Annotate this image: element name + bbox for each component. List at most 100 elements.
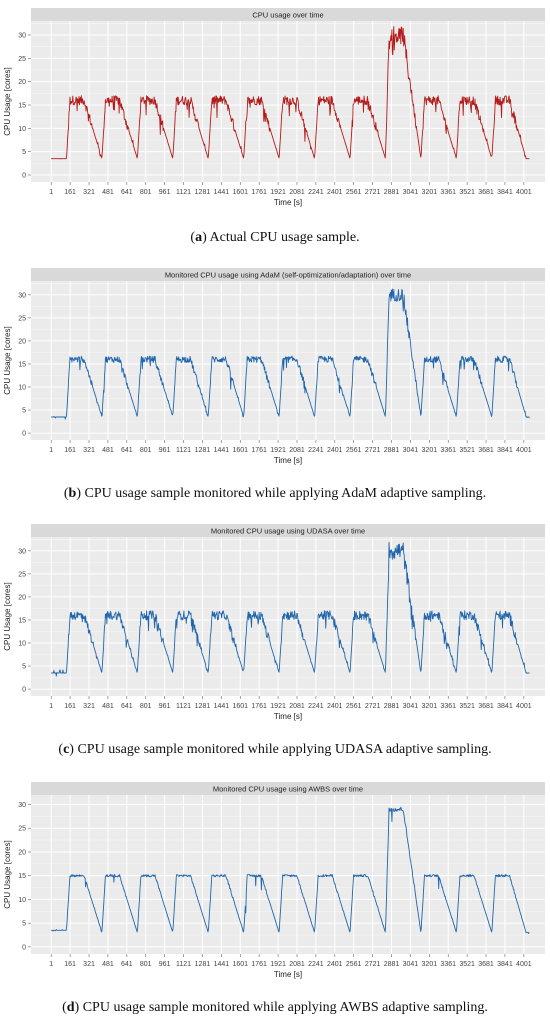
x-tick-label: 1281 (195, 961, 211, 968)
x-tick-label: 3521 (459, 703, 475, 710)
x-tick-label: 1761 (251, 961, 267, 968)
x-tick-label: 1121 (176, 447, 191, 454)
chart-panel-b: Monitored CPU usage using AdaM (self-opt… (0, 260, 550, 480)
y-tick-label: 5 (22, 149, 26, 156)
y-tick-label: 15 (18, 873, 26, 880)
y-tick-label: 10 (18, 897, 26, 904)
x-tick-label: 1921 (270, 189, 286, 196)
x-tick-label: 1 (49, 447, 53, 454)
chart-title: Monitored CPU usage using UDASA over tim… (211, 527, 365, 536)
x-tick-label: 2081 (289, 703, 305, 710)
y-tick-label: 10 (18, 126, 26, 133)
x-tick-label: 2401 (327, 961, 343, 968)
x-tick-label: 481 (102, 447, 114, 454)
x-tick-label: 1281 (195, 189, 211, 196)
cpu-usage-chart-c: Monitored CPU usage using UDASA over tim… (3, 524, 545, 721)
x-tick-label: 161 (64, 447, 76, 454)
x-tick-label: 2881 (384, 189, 400, 196)
x-tick-label: 1761 (251, 703, 267, 710)
y-tick-label: 10 (18, 641, 26, 648)
x-tick-label: 3681 (478, 447, 494, 454)
x-tick-label: 4001 (516, 961, 532, 968)
y-axis-title: CPU Usage [cores] (3, 326, 12, 394)
x-tick-label: 961 (159, 961, 171, 968)
x-tick-label: 3201 (422, 703, 438, 710)
x-tick-label: 1601 (232, 961, 248, 968)
cpu-usage-series-line (51, 541, 530, 677)
x-tick-label: 3841 (497, 447, 513, 454)
y-tick-label: 30 (18, 548, 26, 555)
x-tick-label: 3361 (440, 703, 456, 710)
x-tick-label: 2721 (365, 703, 381, 710)
strip-header (31, 782, 545, 795)
cpu-usage-chart-d: Monitored CPU usage using AWBS over time… (3, 782, 545, 979)
x-axis-title: Time [s] (274, 456, 302, 465)
x-tick-label: 321 (83, 961, 95, 968)
y-tick-label: 5 (22, 921, 26, 928)
chart-title: CPU usage over time (252, 11, 323, 20)
x-tick-label: 2561 (346, 703, 362, 710)
x-tick-label: 641 (121, 703, 133, 710)
x-tick-label: 1121 (176, 703, 191, 710)
x-tick-label: 161 (64, 703, 76, 710)
x-tick-label: 3201 (422, 961, 438, 968)
x-tick-label: 961 (159, 703, 171, 710)
cpu-usage-series-line (51, 26, 530, 160)
x-tick-label: 3041 (403, 703, 419, 710)
x-tick-label: 2081 (289, 189, 305, 196)
x-tick-label: 1921 (270, 447, 286, 454)
x-tick-label: 641 (121, 447, 133, 454)
x-tick-label: 1441 (214, 189, 230, 196)
x-tick-label: 4001 (516, 447, 532, 454)
x-tick-label: 1 (49, 961, 53, 968)
x-tick-label: 2401 (327, 447, 343, 454)
x-tick-label: 801 (140, 447, 152, 454)
x-tick-label: 1281 (195, 447, 211, 454)
caption-b: (b) CPU usage sample monitored while app… (63, 486, 487, 501)
chart-title: Monitored CPU usage using AdaM (self-opt… (165, 271, 411, 280)
chart-panel-c: Monitored CPU usage using UDASA over tim… (0, 516, 550, 736)
x-tick-label: 801 (140, 189, 152, 196)
y-tick-label: 0 (22, 687, 26, 694)
y-tick-label: 0 (22, 431, 26, 438)
cpu-usage-chart-b: Monitored CPU usage using AdaM (self-opt… (3, 268, 545, 465)
x-tick-label: 481 (102, 961, 114, 968)
x-tick-label: 1121 (176, 961, 191, 968)
x-tick-label: 4001 (516, 189, 532, 196)
x-tick-label: 1441 (214, 703, 230, 710)
y-tick-label: 10 (18, 385, 26, 392)
strip-header (31, 8, 545, 21)
x-tick-label: 2881 (384, 703, 400, 710)
x-tick-label: 641 (121, 189, 133, 196)
x-tick-label: 1281 (195, 703, 211, 710)
x-tick-label: 3041 (403, 189, 419, 196)
x-tick-label: 321 (83, 447, 95, 454)
x-tick-label: 2721 (365, 447, 381, 454)
x-tick-label: 2241 (308, 189, 324, 196)
x-tick-label: 1761 (251, 447, 267, 454)
x-tick-label: 2081 (289, 961, 305, 968)
y-tick-label: 25 (18, 315, 26, 322)
chart-panel-a: CPU usage over time 0 5 10 15 20 25 30 1 161 321 48… (0, 0, 550, 222)
x-tick-label: 2081 (289, 447, 305, 454)
x-tick-label: 1441 (214, 961, 230, 968)
x-tick-label: 2241 (308, 447, 324, 454)
x-tick-label: 801 (140, 961, 152, 968)
x-tick-label: 3841 (497, 703, 513, 710)
x-tick-label: 4001 (516, 703, 532, 710)
x-tick-label: 161 (64, 961, 76, 968)
x-tick-label: 3361 (440, 961, 456, 968)
y-axis-title: CPU Usage [cores] (3, 582, 12, 650)
y-tick-label: 25 (18, 571, 26, 578)
x-tick-label: 2561 (346, 189, 362, 196)
x-tick-label: 2241 (308, 961, 324, 968)
cpu-usage-chart-a: CPU usage over time 0 5 10 15 20 25 30 1 161 321 48… (3, 8, 545, 207)
x-tick-label: 3041 (403, 961, 419, 968)
x-tick-label: 1921 (270, 703, 286, 710)
x-tick-label: 3841 (497, 961, 513, 968)
y-tick-label: 25 (18, 56, 26, 63)
x-tick-label: 3201 (422, 447, 438, 454)
x-tick-label: 2561 (346, 961, 362, 968)
x-tick-label: 2721 (365, 961, 381, 968)
x-tick-label: 2881 (384, 447, 400, 454)
